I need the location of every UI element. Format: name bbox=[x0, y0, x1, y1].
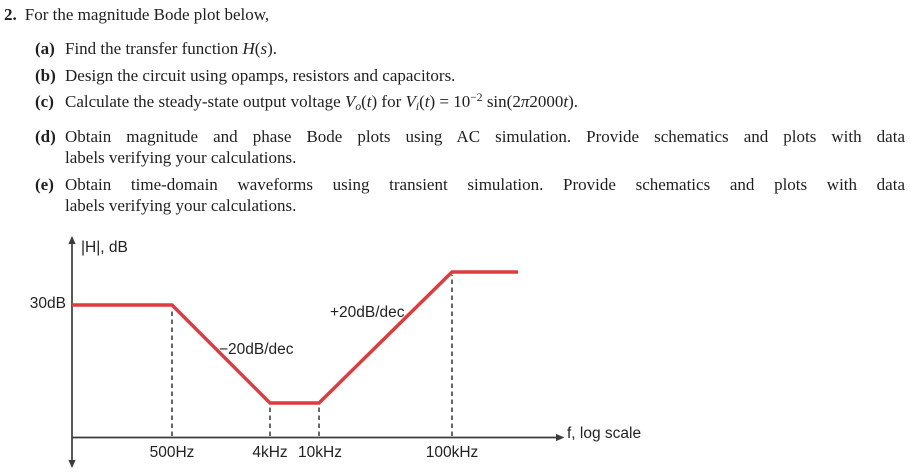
x-tick-100khz: 100kHz bbox=[425, 444, 479, 461]
item-label: (a) bbox=[35, 39, 55, 58]
item-label: (c) bbox=[35, 92, 54, 111]
x-tick-10khz: 10kHz bbox=[298, 444, 342, 461]
item-text: Find the transfer function H(s). bbox=[65, 39, 278, 58]
problem-title: For the magnitude Bode plot below, bbox=[24, 5, 270, 24]
bode-magnitude-curve bbox=[72, 270, 518, 405]
item-text-line: labels verifying your calculations. bbox=[65, 147, 297, 167]
y-axis-arrow-down-icon bbox=[68, 460, 76, 468]
problem-number: 2. bbox=[4, 5, 17, 24]
item-text: Calculate the steady-state output voltag… bbox=[65, 91, 578, 114]
x-tick-4khz: 4kHz bbox=[252, 444, 288, 461]
x-tick-500hz: 500Hz bbox=[149, 444, 195, 461]
x-axis-label: f, log scale bbox=[567, 425, 642, 442]
item-label: (b) bbox=[35, 66, 56, 85]
problem-title-row: 2. For the magnitude Bode plot below, bbox=[4, 4, 269, 25]
y-axis-label: |H|, dB bbox=[81, 239, 128, 256]
item-text-line: Obtain time-domain waveforms using trans… bbox=[65, 175, 905, 194]
item-text-line: Obtain magnitude and phase Bode plots us… bbox=[65, 127, 905, 146]
x-axis-arrow-right-icon bbox=[556, 433, 565, 442]
slope-annotation-down: −20dB/dec bbox=[219, 341, 294, 358]
item-text-line: labels verifying your calculations. bbox=[65, 195, 297, 215]
y-tick-30db: 30dB bbox=[29, 295, 66, 312]
item-text: Obtain time-domain waveforms using trans… bbox=[65, 175, 905, 216]
list-item-a: (a) Find the transfer function H(s). bbox=[35, 39, 905, 60]
y-axis-arrow-up-icon bbox=[68, 236, 76, 244]
list-item-d: (d) Obtain magnitude and phase Bode plot… bbox=[35, 127, 905, 168]
item-label: (d) bbox=[35, 127, 56, 146]
item-label: (e) bbox=[35, 175, 54, 194]
list-item-c: (c) Calculate the steady-state output vo… bbox=[35, 92, 905, 113]
item-text: Design the circuit using opamps, resisto… bbox=[65, 66, 456, 85]
list-item-b: (b) Design the circuit using opamps, res… bbox=[35, 66, 905, 87]
item-text: Obtain magnitude and phase Bode plots us… bbox=[65, 127, 905, 168]
slope-annotation-up: +20dB/dec bbox=[330, 304, 405, 321]
list-item-e: (e) Obtain time-domain waveforms using t… bbox=[35, 175, 905, 216]
